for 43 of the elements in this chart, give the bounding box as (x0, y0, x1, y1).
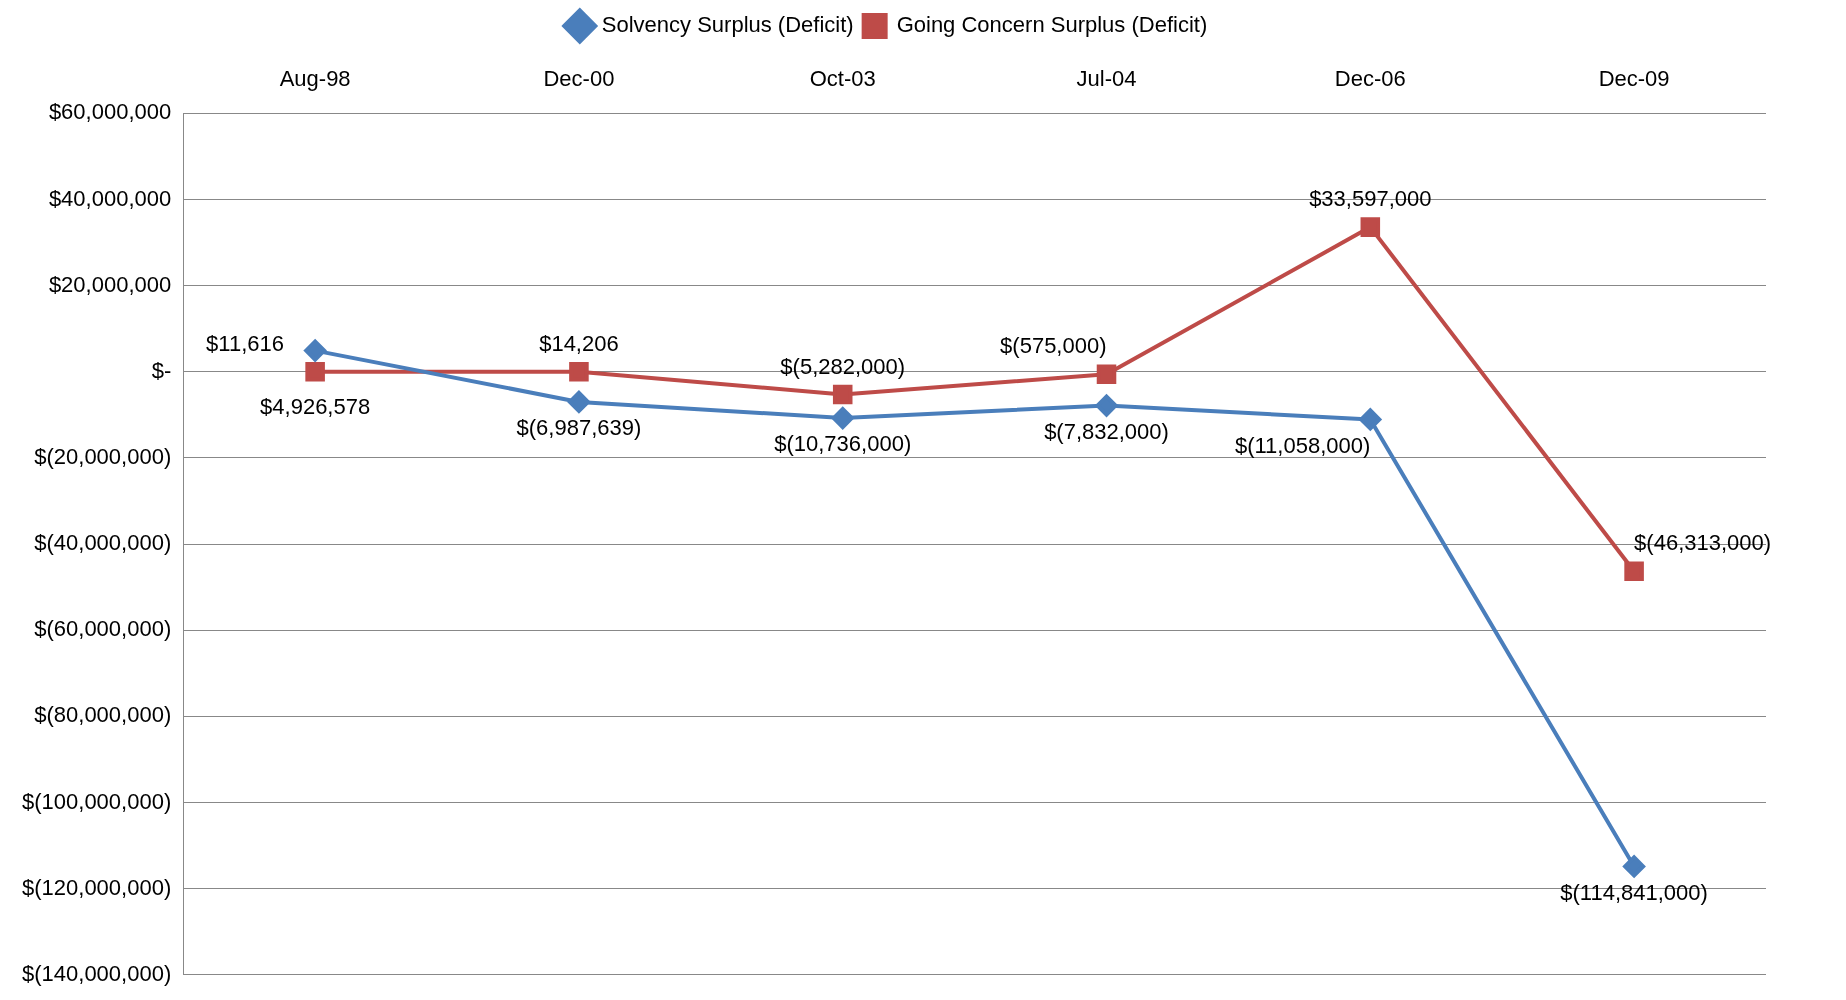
point (305, 361, 325, 382)
y-tick-label: $(60,000,000) (34, 616, 172, 642)
x-tick-label: Oct-03 (809, 66, 876, 92)
x-tick-label: Dec-00 (543, 66, 615, 92)
data-label: $4,926,578 (260, 393, 371, 419)
y-tick-label: $(100,000,000) (22, 788, 172, 814)
y-tick-label: $40,000,000 (48, 185, 172, 211)
legend-label: Going Concern Surplus (Deficit) (896, 12, 1208, 38)
y-tick-label: $(140,000,000) (22, 960, 172, 986)
point (304, 339, 327, 362)
x-tick-label: Aug-98 (279, 66, 351, 92)
data-label: $(10,736,000) (774, 431, 912, 457)
y-tick-label: $60,000,000 (48, 99, 172, 125)
point (569, 361, 589, 382)
y-tick-label: $- (151, 357, 172, 383)
x-tick-label: Dec-09 (1598, 66, 1670, 92)
data-label: $33,597,000 (1309, 186, 1432, 212)
data-label: $11,616 (206, 330, 284, 356)
point (1095, 394, 1118, 417)
y-tick-label: $(80,000,000) (34, 702, 172, 728)
data-label: $(7,832,000) (1044, 418, 1169, 444)
point (1623, 855, 1646, 878)
point (831, 407, 854, 430)
point (567, 390, 590, 413)
data-label: $(46,313,000) (1634, 530, 1772, 556)
data-label: $(575,000) (1000, 333, 1107, 359)
y-tick-label: $(120,000,000) (22, 874, 172, 900)
point (1359, 408, 1382, 431)
x-tick-label: Dec-06 (1334, 66, 1406, 92)
x-tick-label: Jul-04 (1076, 66, 1137, 92)
point (1360, 217, 1381, 237)
point (1096, 364, 1117, 385)
y-tick-label: $20,000,000 (48, 271, 172, 297)
legend-label: Solvency Surplus (Deficit) (601, 12, 854, 38)
data-label: $(5,282,000) (780, 353, 906, 379)
data-label: $(114,841,000) (1560, 879, 1708, 905)
data-label: $(6,987,639) (516, 414, 642, 440)
y-tick-label: $(20,000,000) (34, 444, 172, 470)
y-tick-label: $(40,000,000) (34, 530, 172, 556)
point (832, 384, 853, 405)
data-label: $(11,058,000) (1234, 432, 1371, 458)
data-label: $14,206 (539, 330, 619, 356)
point (1624, 561, 1644, 582)
